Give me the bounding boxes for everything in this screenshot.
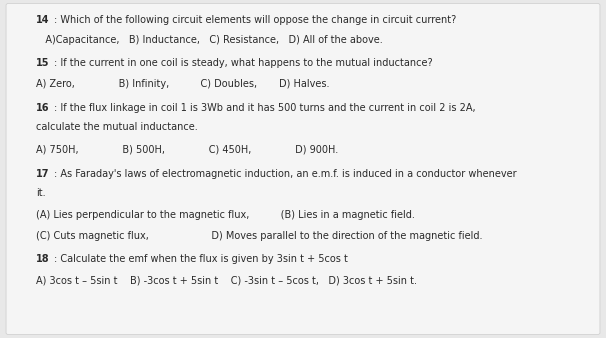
Text: (C) Cuts magnetic flux,                    D) Moves parallel to the direction of: (C) Cuts magnetic flux, D) Moves paralle… xyxy=(36,231,483,241)
Text: 17: 17 xyxy=(36,169,50,179)
Text: : If the flux linkage in coil 1 is 3Wb and it has 500 turns and the current in c: : If the flux linkage in coil 1 is 3Wb a… xyxy=(54,103,475,113)
Text: : If the current in one coil is steady, what happens to the mutual inductance?: : If the current in one coil is steady, … xyxy=(54,58,433,68)
Text: : Calculate the emf when the flux is given by 3sin t + 5cos t: : Calculate the emf when the flux is giv… xyxy=(54,254,348,264)
FancyBboxPatch shape xyxy=(6,3,600,335)
Text: 16: 16 xyxy=(36,103,50,113)
Text: A)Capacitance,   B) Inductance,   C) Resistance,   D) All of the above.: A)Capacitance, B) Inductance, C) Resista… xyxy=(36,35,383,46)
Text: calculate the mutual inductance.: calculate the mutual inductance. xyxy=(36,122,198,132)
Text: it.: it. xyxy=(36,188,46,198)
Text: : Which of the following circuit elements will oppose the change in circuit curr: : Which of the following circuit element… xyxy=(54,15,456,25)
Text: (A) Lies perpendicular to the magnetic flux,          (B) Lies in a magnetic fie: (A) Lies perpendicular to the magnetic f… xyxy=(36,210,415,220)
Text: 18: 18 xyxy=(36,254,50,264)
Text: A) 3cos t – 5sin t    B) -3cos t + 5sin t    C) -3sin t – 5cos t,   D) 3cos t + : A) 3cos t – 5sin t B) -3cos t + 5sin t C… xyxy=(36,275,418,286)
Text: A) 750H,              B) 500H,              C) 450H,              D) 900H.: A) 750H, B) 500H, C) 450H, D) 900H. xyxy=(36,145,339,155)
Text: : As Faraday's laws of electromagnetic induction, an e.m.f. is induced in a cond: : As Faraday's laws of electromagnetic i… xyxy=(54,169,516,179)
Text: 14: 14 xyxy=(36,15,50,25)
Text: 15: 15 xyxy=(36,58,50,68)
Text: A) Zero,              B) Infinity,          C) Doubles,       D) Halves.: A) Zero, B) Infinity, C) Doubles, D) Hal… xyxy=(36,79,330,90)
